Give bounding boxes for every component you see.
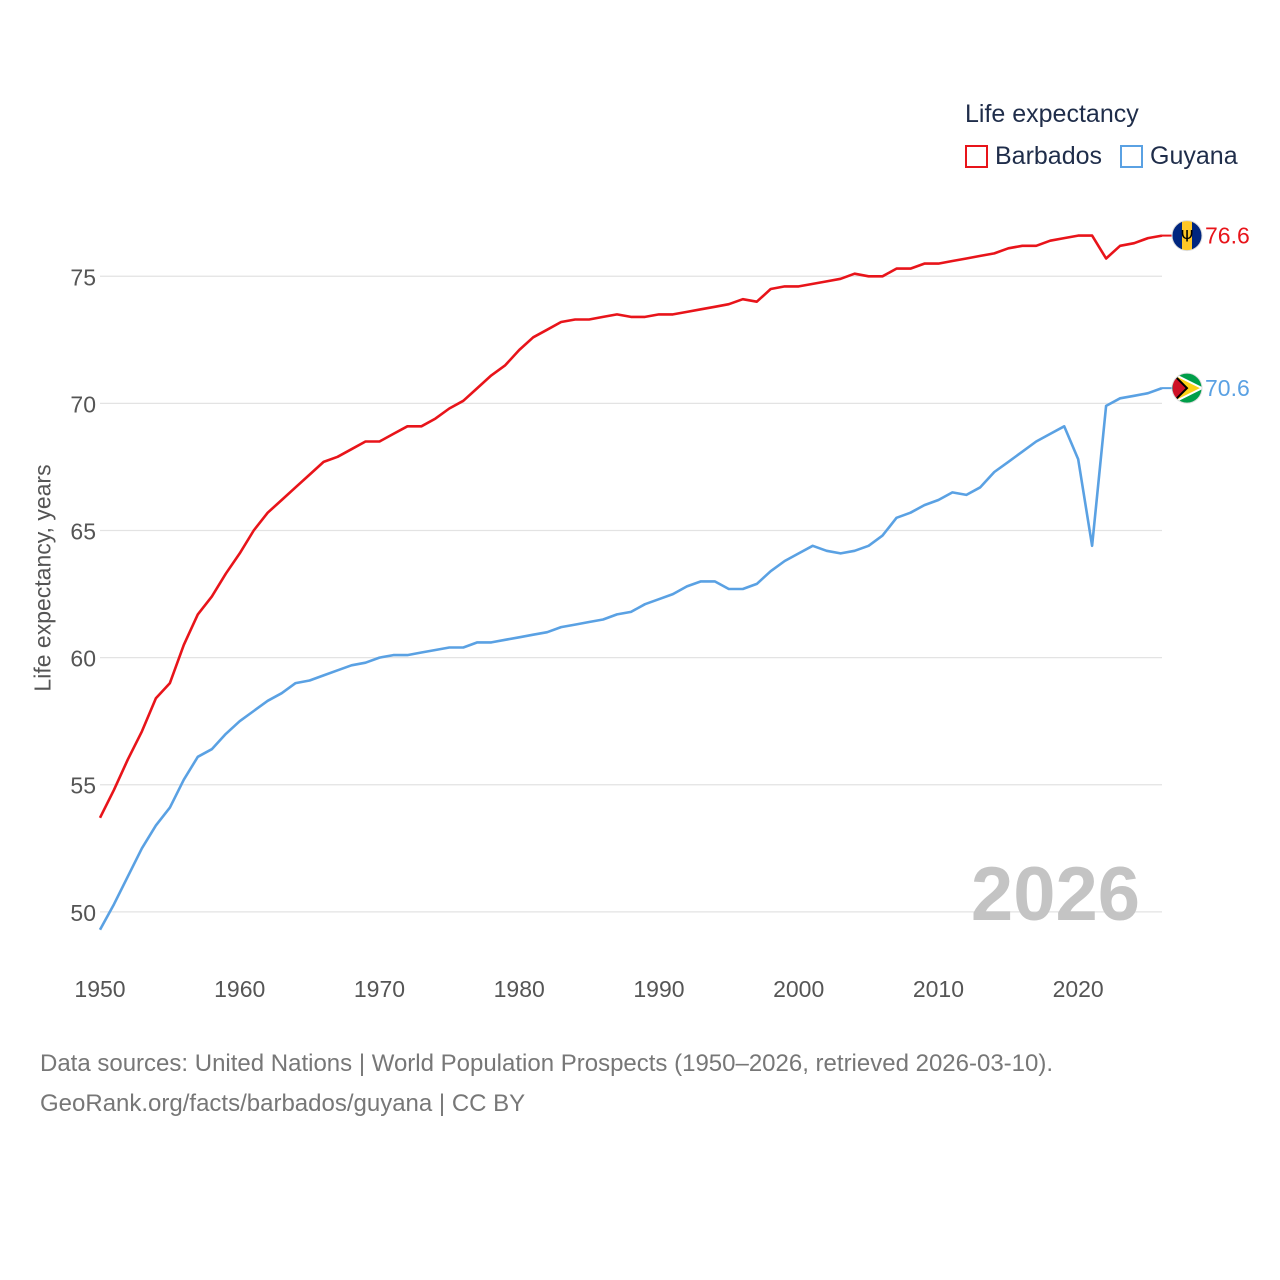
y-tick-label: 70 <box>70 391 96 417</box>
legend: Barbados Guyana <box>965 142 1256 171</box>
x-tick-label: 1970 <box>354 976 405 1002</box>
legend-title: Life expectancy <box>965 100 1139 128</box>
legend-item-barbados[interactable]: Barbados <box>965 142 1102 171</box>
y-tick-label: 55 <box>70 773 96 799</box>
data-sources-text: Data sources: United Nations | World Pop… <box>40 1050 1054 1077</box>
x-tick-label: 1960 <box>214 976 265 1002</box>
x-tick-label: 1990 <box>633 976 684 1002</box>
legend-swatch-guyana <box>1120 145 1144 168</box>
end-value-label-guyana: 70.6 <box>1205 375 1250 401</box>
y-axis-label: Life expectancy, years <box>29 464 56 692</box>
guyana-flag-icon <box>1171 372 1203 404</box>
y-tick-label: 60 <box>70 646 96 672</box>
series-line-barbados[interactable] <box>98 234 1163 819</box>
year-watermark: 2026 <box>971 852 1140 937</box>
y-tick-label: 75 <box>70 264 96 290</box>
series-line-guyana[interactable] <box>98 386 1163 931</box>
legend-item-guyana[interactable]: Guyana <box>1120 142 1238 171</box>
legend-label-guyana: Guyana <box>1150 142 1238 170</box>
footer: Data sources: United Nations | World Pop… <box>40 1044 1053 1124</box>
legend-swatch-barbados <box>965 145 988 168</box>
barbados-flag-icon: Ψ <box>1171 220 1203 252</box>
y-tick-label: 65 <box>70 519 96 545</box>
x-tick-label: 1980 <box>494 976 545 1002</box>
legend-label-barbados: Barbados <box>995 142 1103 170</box>
end-value-label-barbados: 76.6 <box>1205 223 1250 249</box>
x-tick-label: 2010 <box>913 976 964 1002</box>
x-tick-label: 2000 <box>773 976 824 1002</box>
x-tick-label: 1950 <box>74 976 125 1002</box>
y-tick-label: 50 <box>70 900 96 926</box>
source-link[interactable]: GeoRank.org/facts/barbados/guyana | CC B… <box>40 1090 526 1117</box>
x-tick-label: 2020 <box>1053 976 1104 1002</box>
svg-text:Ψ: Ψ <box>1181 227 1194 246</box>
